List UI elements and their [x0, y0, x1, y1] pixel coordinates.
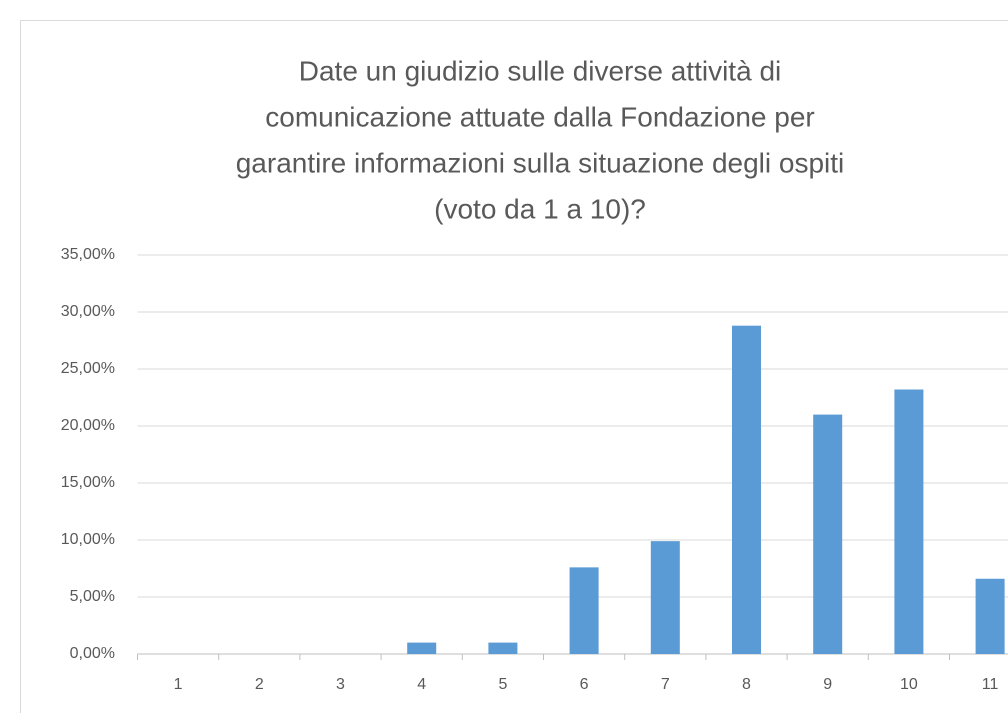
chart-title: comunicazione attuate dalla Fondazione p… — [265, 101, 814, 132]
bar — [650, 541, 680, 654]
x-tick-label: 6 — [580, 676, 589, 693]
bar — [569, 567, 599, 654]
x-tick-label: 1 — [174, 676, 183, 693]
bar — [732, 325, 761, 654]
x-tick-label: 3 — [336, 676, 345, 693]
chart-title: Date un giudizio sulle diverse attività … — [299, 55, 781, 86]
bar — [488, 642, 518, 654]
x-tick-label: 9 — [823, 676, 832, 693]
chart-title: (voto da 1 a 10)? — [434, 193, 646, 224]
y-tick-label: 10,00% — [61, 531, 115, 548]
x-tick-label: 5 — [498, 676, 507, 693]
y-tick-label: 0,00% — [70, 645, 115, 662]
y-tick-label: 15,00% — [61, 474, 115, 491]
chart-title: garantire informazioni sulla situazione … — [236, 147, 845, 178]
x-tick-label: 11 — [982, 676, 999, 693]
x-tick-label: 4 — [417, 676, 426, 693]
bar — [894, 389, 924, 654]
y-tick-label: 30,00% — [61, 303, 115, 320]
y-tick-label: 20,00% — [61, 417, 115, 434]
x-tick-label: 10 — [900, 676, 918, 693]
y-tick-label: 35,00% — [61, 246, 115, 263]
x-tick-label: 2 — [255, 676, 264, 693]
bar — [407, 642, 437, 654]
bar — [813, 414, 843, 654]
bar — [975, 578, 1005, 654]
x-tick-label: 7 — [661, 676, 670, 693]
chart-border — [20, 20, 1008, 713]
y-tick-label: 25,00% — [61, 360, 115, 377]
y-tick-label: 5,00% — [70, 588, 115, 605]
x-tick-label: 8 — [742, 676, 751, 693]
